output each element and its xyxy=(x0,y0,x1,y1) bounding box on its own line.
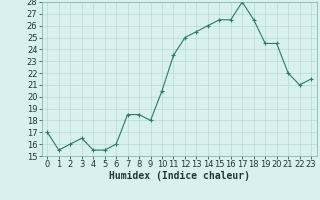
X-axis label: Humidex (Indice chaleur): Humidex (Indice chaleur) xyxy=(109,171,250,181)
